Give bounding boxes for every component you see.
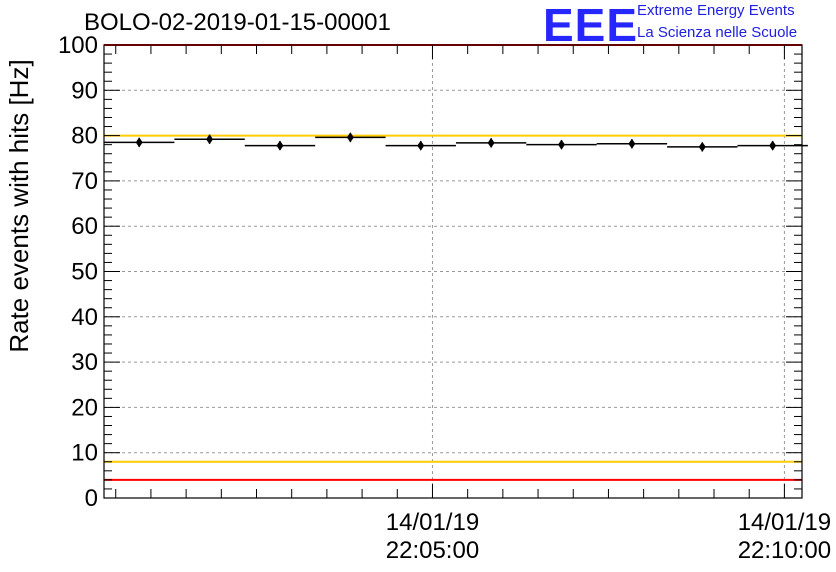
data-marker xyxy=(558,139,566,150)
data-point xyxy=(104,137,175,148)
y-tick-label: 60 xyxy=(71,213,98,240)
axes: 010203040506070809010014/01/1922:05:0014… xyxy=(58,32,831,564)
data-marker xyxy=(346,132,354,143)
y-tick-label: 30 xyxy=(71,349,98,376)
data-point xyxy=(737,140,808,151)
logo-subtitle-line1: Extreme Energy Events xyxy=(637,2,795,19)
reference-lines xyxy=(104,44,802,481)
data-marker xyxy=(417,140,425,151)
x-tick-label-time: 22:05:00 xyxy=(386,537,479,564)
y-tick-label: 90 xyxy=(71,77,98,104)
y-tick-label: 70 xyxy=(71,168,98,195)
data-point xyxy=(455,137,527,148)
data-points xyxy=(104,132,808,152)
data-marker xyxy=(698,141,706,152)
y-axis-label: Rate events with hits [Hz] xyxy=(4,59,34,352)
y-tick-label: 10 xyxy=(71,440,98,467)
logo-subtitle-line2: La Scienza nelle Scuole xyxy=(637,24,798,41)
x-tick-label-date: 14/01/19 xyxy=(738,509,831,536)
run-title: BOLO-02-2019-01-15-00001 xyxy=(84,9,391,36)
data-marker xyxy=(206,134,214,145)
grid-lines xyxy=(104,45,802,498)
data-marker xyxy=(276,140,284,151)
y-tick-label: 80 xyxy=(71,123,98,150)
y-tick-label: 50 xyxy=(71,259,98,286)
eee-logo: EEE xyxy=(543,0,639,51)
x-tick-label-date: 14/01/19 xyxy=(386,509,479,536)
data-point xyxy=(526,139,597,150)
y-tick-label: 100 xyxy=(58,32,98,59)
x-tick-label-time: 22:10:00 xyxy=(738,537,831,564)
data-marker xyxy=(628,138,636,149)
data-point xyxy=(385,140,456,151)
data-point xyxy=(667,141,738,152)
y-tick-label: 40 xyxy=(71,304,98,331)
data-point xyxy=(315,132,386,143)
y-tick-label: 0 xyxy=(85,485,98,512)
data-point xyxy=(174,134,245,145)
data-marker xyxy=(487,137,495,148)
data-marker xyxy=(769,140,777,151)
data-point xyxy=(244,140,316,151)
data-marker xyxy=(135,137,143,148)
data-point xyxy=(596,138,668,149)
y-tick-label: 20 xyxy=(71,394,98,421)
